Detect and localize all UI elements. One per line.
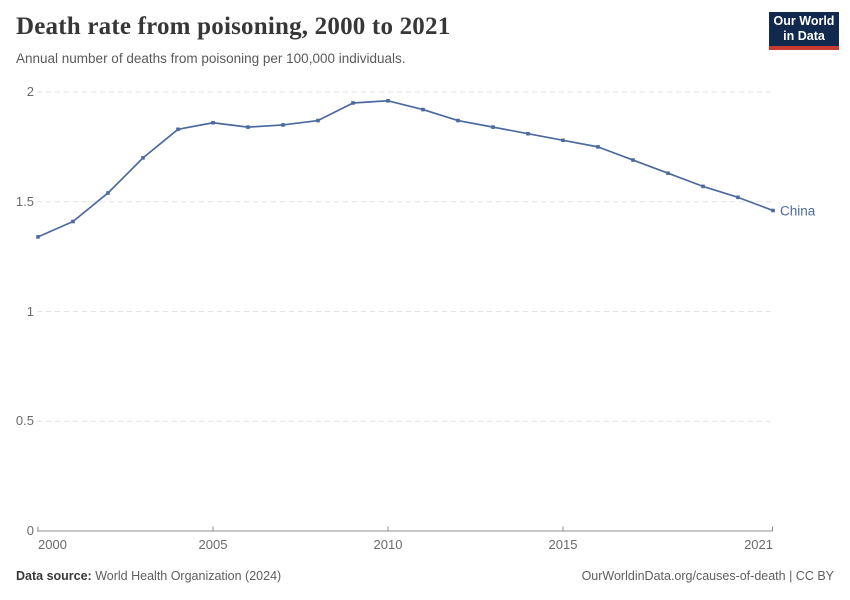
data-point-marker <box>141 156 145 160</box>
x-axis-tick-label: 2015 <box>548 537 578 552</box>
owid-logo[interactable]: Our World in Data <box>769 12 839 50</box>
y-axis-tick-label: 0 <box>26 523 34 538</box>
data-point-marker <box>526 131 530 136</box>
series-line-china <box>37 99 774 238</box>
chart-subtitle: Annual number of deaths from poisoning p… <box>16 51 406 66</box>
page-title: Death rate from poisoning, 2000 to 2021 <box>16 13 451 40</box>
data-point-marker <box>666 171 670 176</box>
data-point-marker <box>736 195 740 200</box>
data-point-marker <box>36 235 40 239</box>
chart-footer: Data source: World Health Organization (… <box>16 569 834 583</box>
series-label-china[interactable]: China <box>780 203 816 219</box>
data-point-marker <box>351 101 355 105</box>
data-point-marker <box>211 120 215 125</box>
data-point-marker <box>281 123 285 127</box>
x-axis-tick-label: 2005 <box>198 537 228 552</box>
data-point-marker <box>246 125 250 129</box>
data-point-marker <box>561 138 565 143</box>
y-axis-tick-label: 0.5 <box>15 413 34 429</box>
data-source-value: World Health Organization (2024) <box>95 569 282 583</box>
credit-link[interactable]: OurWorldinData.org/causes-of-death | CC … <box>581 569 834 583</box>
data-point-marker <box>491 125 495 129</box>
data-source-note: Data source: World Health Organization (… <box>16 569 281 583</box>
data-point-marker <box>421 107 425 112</box>
data-point-marker <box>631 158 635 162</box>
data-point-marker <box>386 98 390 103</box>
data-point-marker <box>771 208 775 213</box>
data-point-marker <box>316 118 320 123</box>
data-point-marker <box>176 127 180 132</box>
x-axis-tick-label: 2010 <box>373 537 403 552</box>
y-axis-tick-label: 2 <box>26 84 34 99</box>
x-axis-tick-label: 2000 <box>38 537 67 552</box>
owid-logo-line2: in Data <box>783 29 825 43</box>
data-point-marker <box>106 191 110 195</box>
data-source-label: Data source: <box>16 569 92 583</box>
data-point-marker <box>71 219 75 224</box>
data-point-marker <box>701 184 705 189</box>
owid-logo-line1: Our World <box>773 14 835 28</box>
x-axis-tick-label: 2021 <box>744 537 773 552</box>
y-axis-tick-label: 1 <box>26 303 34 319</box>
data-point-marker <box>596 145 600 149</box>
y-axis-tick-label: 1.5 <box>15 193 34 209</box>
data-point-marker <box>456 118 460 123</box>
